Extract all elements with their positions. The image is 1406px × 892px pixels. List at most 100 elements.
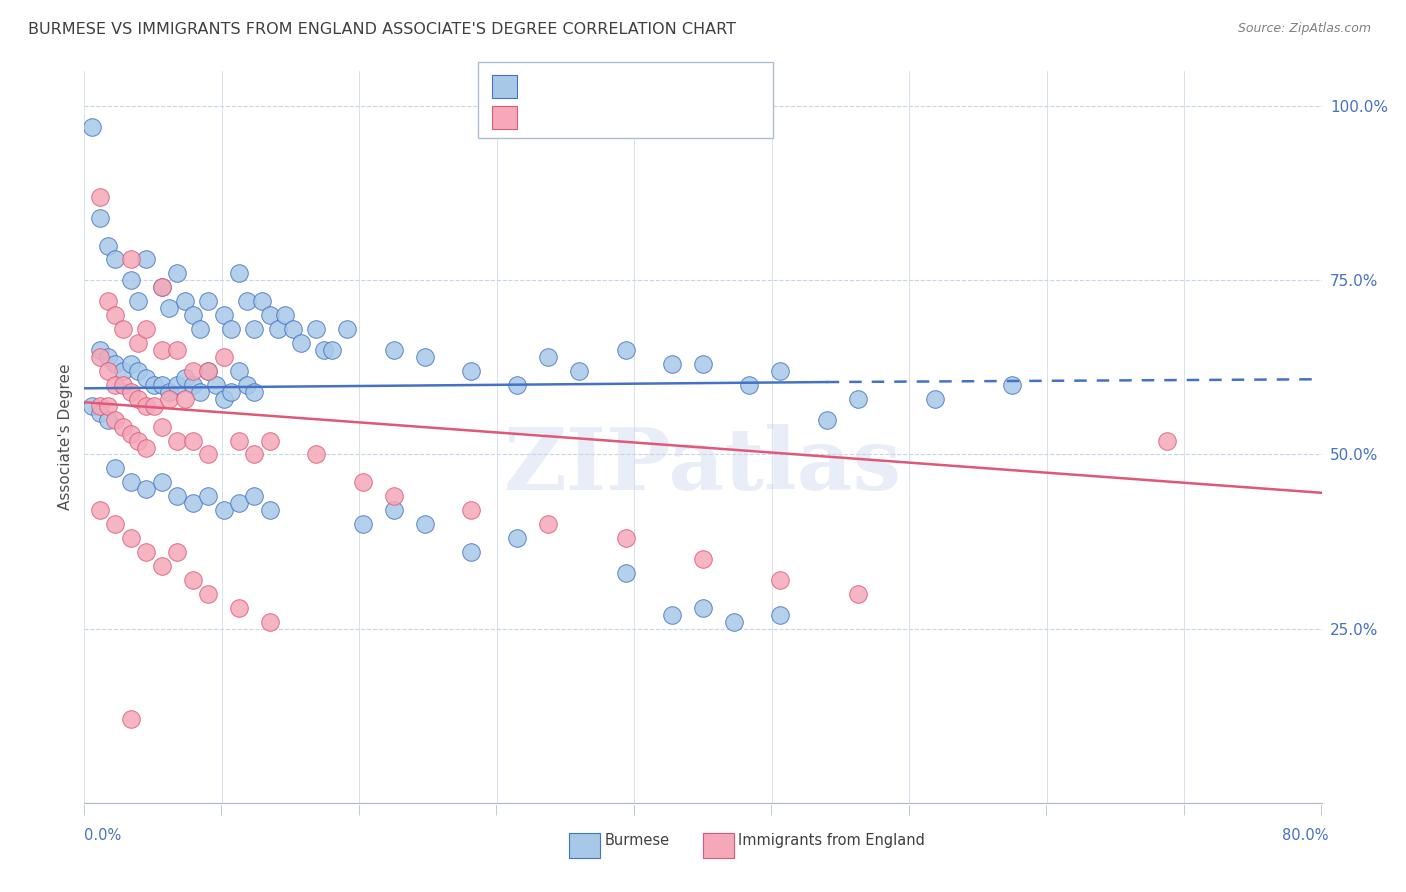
- Point: [235, 294, 259, 309]
- Point: [159, 392, 180, 406]
- Text: |: |: [495, 805, 498, 815]
- Text: |: |: [83, 805, 86, 815]
- Point: [166, 266, 188, 280]
- Point: [274, 308, 297, 322]
- Point: [159, 301, 180, 316]
- Point: [127, 434, 149, 448]
- Point: [135, 441, 157, 455]
- Point: [166, 343, 188, 357]
- Point: [197, 294, 219, 309]
- Point: [143, 399, 166, 413]
- Point: [212, 392, 235, 406]
- Point: [96, 350, 118, 364]
- Point: [382, 343, 405, 357]
- Point: [150, 280, 173, 294]
- Point: [96, 412, 118, 426]
- Point: [769, 573, 792, 587]
- Text: R = -0.089: R = -0.089: [529, 104, 607, 120]
- Point: [1156, 434, 1178, 448]
- Point: [460, 545, 482, 559]
- Point: [127, 364, 149, 378]
- Point: [143, 377, 166, 392]
- Point: [82, 120, 104, 134]
- Point: [104, 517, 127, 532]
- Text: |: |: [221, 805, 224, 815]
- Point: [506, 377, 529, 392]
- Point: [281, 322, 305, 336]
- Point: [197, 364, 219, 378]
- Point: [96, 238, 118, 252]
- Point: [259, 503, 281, 517]
- Point: [150, 558, 173, 573]
- Point: [166, 377, 188, 392]
- Text: BURMESE VS IMMIGRANTS FROM ENGLAND ASSOCIATE'S DEGREE CORRELATION CHART: BURMESE VS IMMIGRANTS FROM ENGLAND ASSOC…: [28, 22, 737, 37]
- Point: [150, 343, 173, 357]
- Point: [174, 392, 197, 406]
- Point: [89, 350, 111, 364]
- Point: [738, 377, 761, 392]
- Point: [197, 448, 219, 462]
- Point: [382, 489, 405, 503]
- Point: [212, 308, 235, 322]
- Point: [614, 531, 637, 545]
- Point: [127, 294, 149, 309]
- Point: [181, 377, 204, 392]
- Y-axis label: Associate's Degree: Associate's Degree: [58, 364, 73, 510]
- Point: [205, 377, 228, 392]
- Point: [537, 350, 560, 364]
- Point: [568, 364, 591, 378]
- Point: [96, 364, 118, 378]
- Point: [104, 252, 127, 267]
- Point: [846, 392, 869, 406]
- Point: [166, 545, 188, 559]
- Point: [150, 475, 173, 490]
- Point: [221, 322, 243, 336]
- Point: [212, 350, 235, 364]
- Point: [243, 489, 266, 503]
- Point: [104, 308, 127, 322]
- Point: [135, 252, 157, 267]
- Point: [104, 412, 127, 426]
- Text: 0.0%: 0.0%: [84, 828, 121, 843]
- Point: [181, 573, 204, 587]
- Point: [661, 357, 683, 371]
- Point: [96, 399, 118, 413]
- Text: N = 47: N = 47: [651, 104, 702, 120]
- Point: [228, 266, 250, 280]
- Text: |: |: [1045, 805, 1049, 815]
- Point: [243, 448, 266, 462]
- Text: |: |: [908, 805, 911, 815]
- Text: Burmese: Burmese: [605, 833, 669, 848]
- Point: [174, 294, 197, 309]
- Point: [723, 615, 745, 629]
- Point: [614, 343, 637, 357]
- Point: [166, 434, 188, 448]
- Point: [188, 384, 212, 399]
- Point: [120, 273, 142, 287]
- Point: [290, 336, 312, 351]
- Point: [89, 190, 111, 204]
- Text: 80.0%: 80.0%: [1282, 828, 1329, 843]
- Point: [181, 364, 204, 378]
- Point: [769, 607, 792, 622]
- Point: [135, 545, 157, 559]
- Point: [250, 294, 273, 309]
- Point: [197, 489, 219, 503]
- Point: [150, 280, 173, 294]
- Point: [305, 322, 328, 336]
- Point: [382, 503, 405, 517]
- Point: [614, 566, 637, 580]
- Point: [243, 384, 266, 399]
- Point: [769, 364, 792, 378]
- Point: [181, 434, 204, 448]
- Text: |: |: [770, 805, 773, 815]
- Point: [228, 600, 250, 615]
- Point: [89, 406, 111, 420]
- Point: [267, 322, 290, 336]
- Point: [104, 377, 127, 392]
- Point: [89, 343, 111, 357]
- Text: N = 86: N = 86: [651, 72, 702, 87]
- Point: [82, 399, 104, 413]
- Point: [815, 412, 838, 426]
- Point: [228, 496, 250, 510]
